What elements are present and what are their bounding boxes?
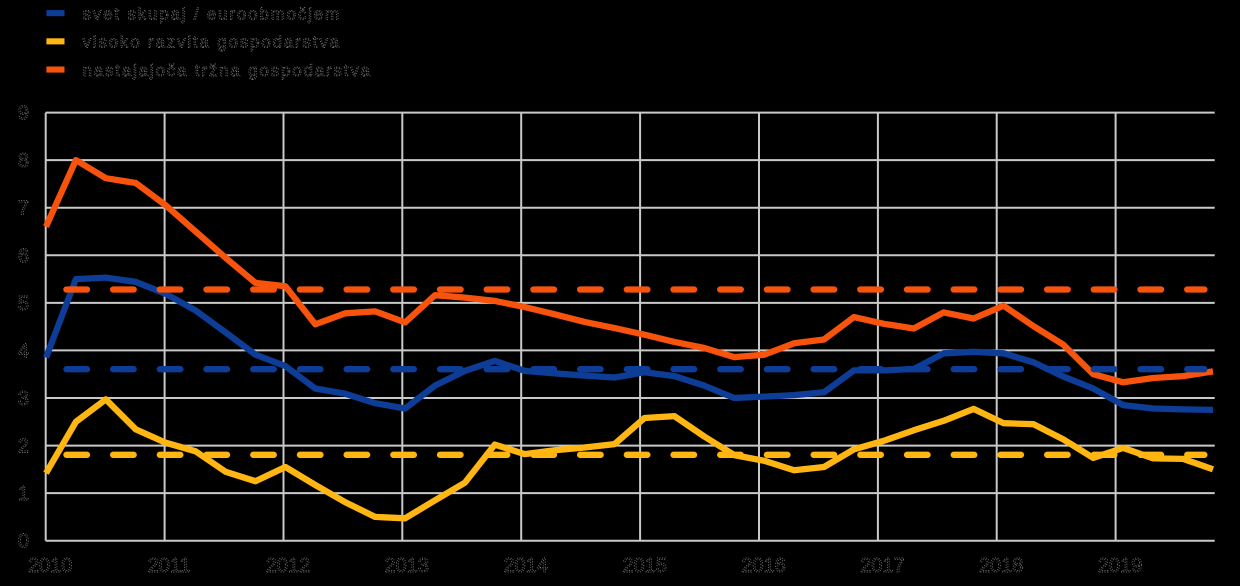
svg-text:6: 6 bbox=[18, 245, 29, 267]
svg-text:2015: 2015 bbox=[622, 555, 667, 577]
svg-text:3: 3 bbox=[18, 388, 29, 410]
svg-text:2014: 2014 bbox=[503, 555, 548, 577]
svg-text:2016: 2016 bbox=[741, 555, 786, 577]
svg-text:7: 7 bbox=[18, 198, 29, 220]
svg-text:4: 4 bbox=[18, 340, 29, 362]
svg-text:visoko razvita gospodarstva: visoko razvita gospodarstva bbox=[83, 33, 341, 52]
svg-text:0: 0 bbox=[18, 531, 29, 553]
svg-text:5: 5 bbox=[18, 293, 29, 315]
svg-text:1: 1 bbox=[18, 483, 29, 505]
svg-text:2011: 2011 bbox=[148, 555, 191, 577]
svg-text:2: 2 bbox=[18, 436, 29, 458]
svg-text:2019: 2019 bbox=[1098, 555, 1143, 577]
svg-text:svet skupaj / euroobmočjem: svet skupaj / euroobmočjem bbox=[83, 5, 341, 24]
svg-text:2017: 2017 bbox=[860, 555, 905, 577]
svg-text:2012: 2012 bbox=[266, 555, 311, 577]
svg-text:2010: 2010 bbox=[28, 555, 73, 577]
svg-text:8: 8 bbox=[18, 150, 29, 172]
svg-text:2018: 2018 bbox=[979, 555, 1024, 577]
svg-text:9: 9 bbox=[18, 103, 29, 125]
svg-text:2013: 2013 bbox=[385, 555, 430, 577]
svg-text:nastajajoča tržna gospodarstva: nastajajoča tržna gospodarstva bbox=[83, 61, 372, 80]
